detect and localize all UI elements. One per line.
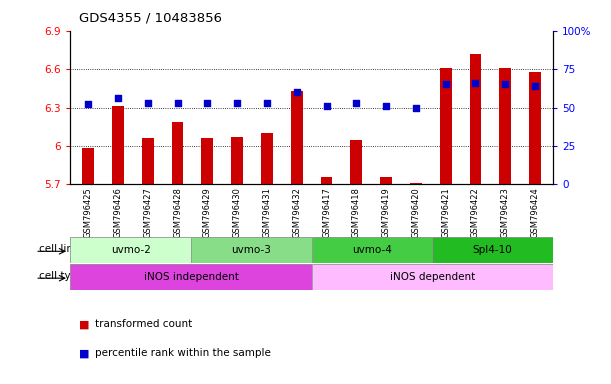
Point — [83, 101, 93, 108]
Text: uvmo-3: uvmo-3 — [232, 245, 271, 255]
Point — [143, 100, 153, 106]
Text: cell type: cell type — [38, 271, 83, 281]
Bar — [440, 68, 452, 184]
Text: transformed count: transformed count — [95, 319, 192, 329]
Text: cell line: cell line — [38, 244, 79, 254]
Bar — [291, 91, 302, 184]
Bar — [321, 177, 332, 184]
Point — [351, 100, 361, 106]
Bar — [142, 138, 154, 184]
Point — [470, 80, 480, 86]
Point — [530, 83, 540, 89]
Point — [321, 103, 331, 109]
Bar — [469, 54, 481, 184]
Point — [411, 104, 421, 111]
Point — [202, 100, 212, 106]
Text: uvmo-4: uvmo-4 — [352, 245, 392, 255]
Bar — [529, 72, 541, 184]
Text: GDS4355 / 10483856: GDS4355 / 10483856 — [79, 12, 222, 25]
Point — [441, 81, 450, 88]
Point — [381, 103, 391, 109]
Bar — [231, 137, 243, 184]
Text: ■: ■ — [79, 348, 90, 358]
Bar — [261, 133, 273, 184]
Text: iNOS dependent: iNOS dependent — [390, 272, 475, 282]
Bar — [112, 106, 124, 184]
Bar — [410, 183, 422, 184]
Text: ■: ■ — [79, 319, 90, 329]
Bar — [350, 139, 362, 184]
Bar — [172, 122, 183, 184]
Point — [262, 100, 272, 106]
Bar — [380, 177, 392, 184]
Text: uvmo-2: uvmo-2 — [111, 245, 150, 255]
Bar — [82, 149, 94, 184]
Bar — [202, 138, 213, 184]
Bar — [499, 68, 511, 184]
Point — [500, 81, 510, 88]
Text: percentile rank within the sample: percentile rank within the sample — [95, 348, 271, 358]
Point — [232, 100, 242, 106]
Text: iNOS independent: iNOS independent — [144, 272, 238, 282]
Point — [113, 95, 123, 101]
Point — [292, 89, 302, 95]
Point — [173, 100, 183, 106]
Text: Spl4-10: Spl4-10 — [473, 245, 513, 255]
